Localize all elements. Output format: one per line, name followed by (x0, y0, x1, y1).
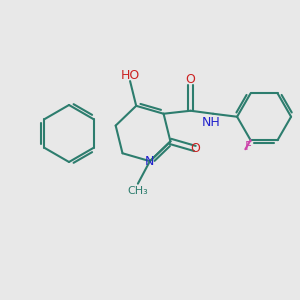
Text: HO: HO (120, 69, 140, 82)
Text: N: N (145, 155, 154, 168)
Text: O: O (190, 142, 200, 155)
Text: CH₃: CH₃ (128, 186, 148, 196)
Text: NH: NH (202, 116, 221, 129)
Text: O: O (186, 73, 196, 86)
Text: F: F (245, 140, 252, 153)
